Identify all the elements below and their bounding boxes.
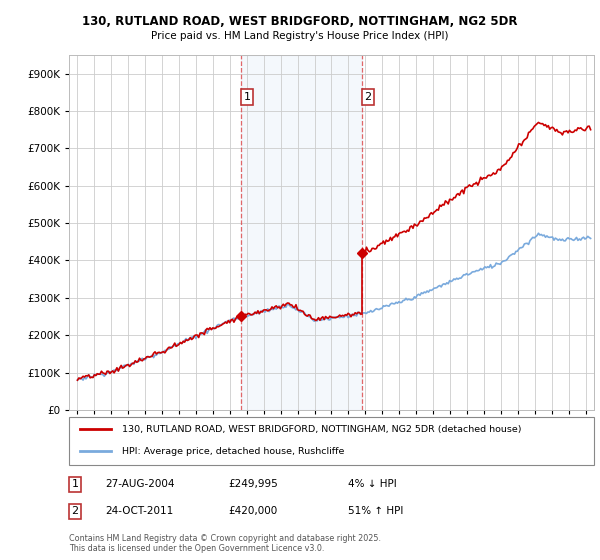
- Text: 24-OCT-2011: 24-OCT-2011: [105, 506, 173, 516]
- Text: 4% ↓ HPI: 4% ↓ HPI: [348, 479, 397, 489]
- Text: 27-AUG-2004: 27-AUG-2004: [105, 479, 175, 489]
- Text: 1: 1: [71, 479, 79, 489]
- Text: 1: 1: [244, 92, 250, 102]
- Bar: [241, 55, 362, 410]
- Text: 2: 2: [71, 506, 79, 516]
- Text: Price paid vs. HM Land Registry's House Price Index (HPI): Price paid vs. HM Land Registry's House …: [151, 31, 449, 41]
- Text: 2: 2: [365, 92, 371, 102]
- Text: Contains HM Land Registry data © Crown copyright and database right 2025.
This d: Contains HM Land Registry data © Crown c…: [69, 534, 381, 553]
- Text: 51% ↑ HPI: 51% ↑ HPI: [348, 506, 403, 516]
- Text: HPI: Average price, detached house, Rushcliffe: HPI: Average price, detached house, Rush…: [121, 447, 344, 456]
- Text: £249,995: £249,995: [228, 479, 278, 489]
- Text: 130, RUTLAND ROAD, WEST BRIDGFORD, NOTTINGHAM, NG2 5DR (detached house): 130, RUTLAND ROAD, WEST BRIDGFORD, NOTTI…: [121, 424, 521, 433]
- Text: 130, RUTLAND ROAD, WEST BRIDGFORD, NOTTINGHAM, NG2 5DR: 130, RUTLAND ROAD, WEST BRIDGFORD, NOTTI…: [82, 15, 518, 27]
- Text: £420,000: £420,000: [228, 506, 277, 516]
- FancyBboxPatch shape: [69, 417, 594, 465]
